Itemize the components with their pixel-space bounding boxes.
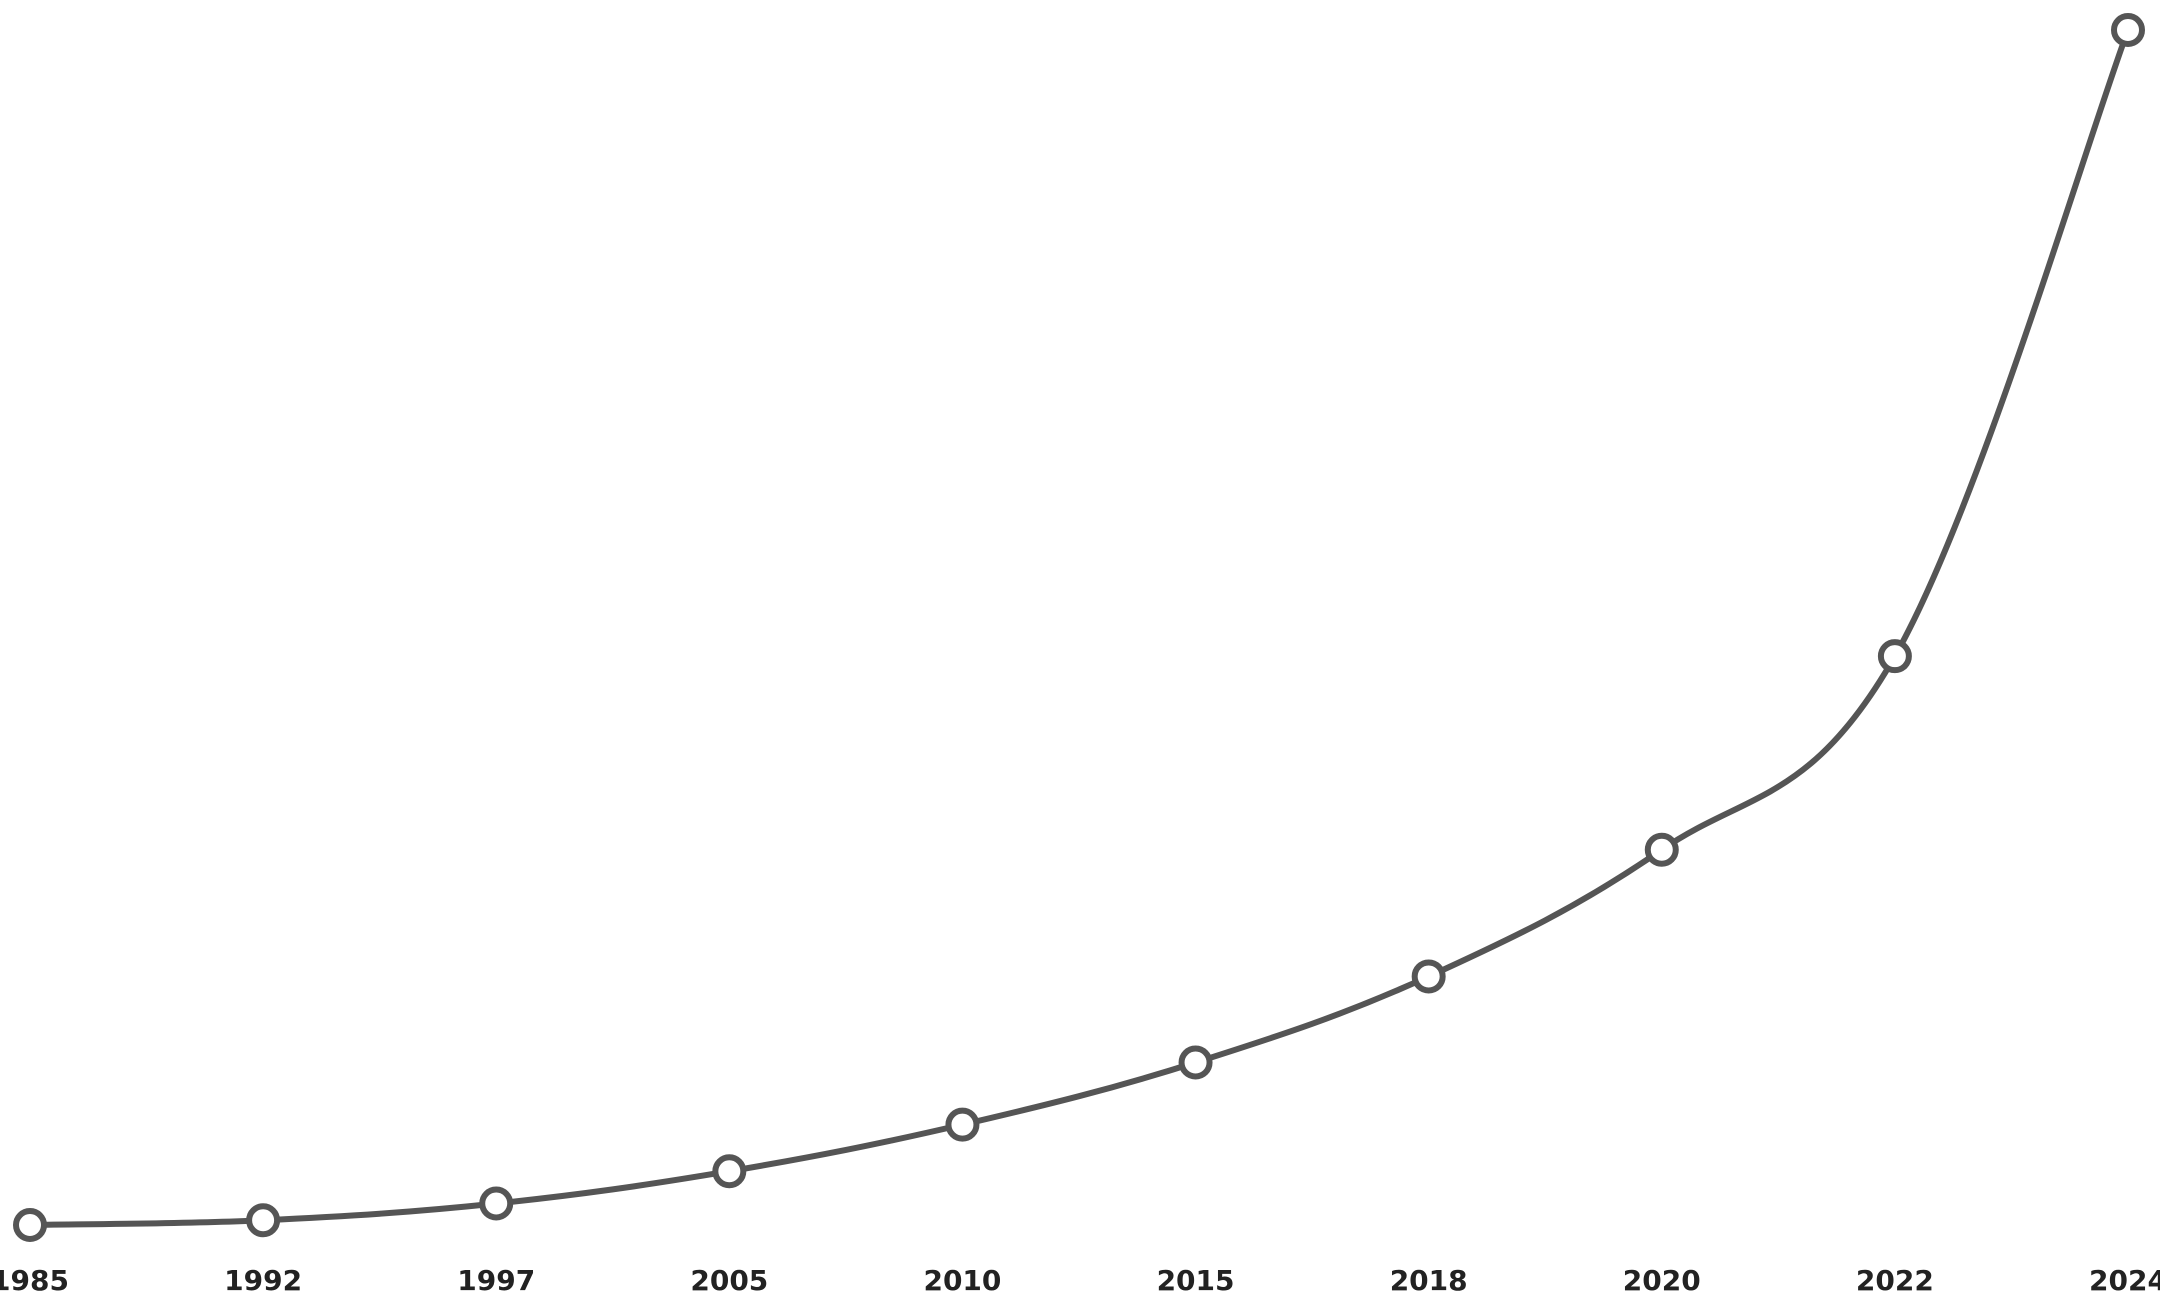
data-point-2020 — [1644, 832, 1679, 867]
data-point-1985 — [13, 1208, 47, 1242]
data-point-2015 — [1178, 1045, 1213, 1080]
data-point-2024 — [2111, 13, 2145, 47]
x-tick-label-2010: 2010 — [923, 1264, 1001, 1297]
data-point-1992 — [246, 1203, 281, 1238]
x-tick-label-2015: 2015 — [1157, 1264, 1235, 1297]
data-point-1997 — [479, 1186, 514, 1221]
data-point-2022 — [1877, 639, 1912, 674]
x-tick-label-2020: 2020 — [1623, 1264, 1701, 1297]
data-point-2005 — [712, 1154, 747, 1189]
x-axis-tick-labels: 1985 1992 1997 2005 2010 2015 2018 2020 2022 2024 — [0, 1264, 2160, 1297]
x-tick-label-1997: 1997 — [457, 1264, 535, 1297]
x-tick-label-2022: 2022 — [1856, 1264, 1934, 1297]
x-tick-label-2005: 2005 — [690, 1264, 768, 1297]
x-tick-label-2018: 2018 — [1390, 1264, 1468, 1297]
x-tick-label-1992: 1992 — [224, 1264, 302, 1297]
series-line — [27, 27, 2131, 1228]
series-line-layer — [27, 27, 2131, 1228]
x-tick-label-1985: 1985 — [0, 1264, 69, 1297]
data-point-2018 — [1411, 959, 1446, 994]
data-point-2010 — [945, 1107, 980, 1142]
x-tick-label-2024: 2024 — [2089, 1264, 2160, 1297]
data-point-layer — [13, 13, 2145, 1242]
